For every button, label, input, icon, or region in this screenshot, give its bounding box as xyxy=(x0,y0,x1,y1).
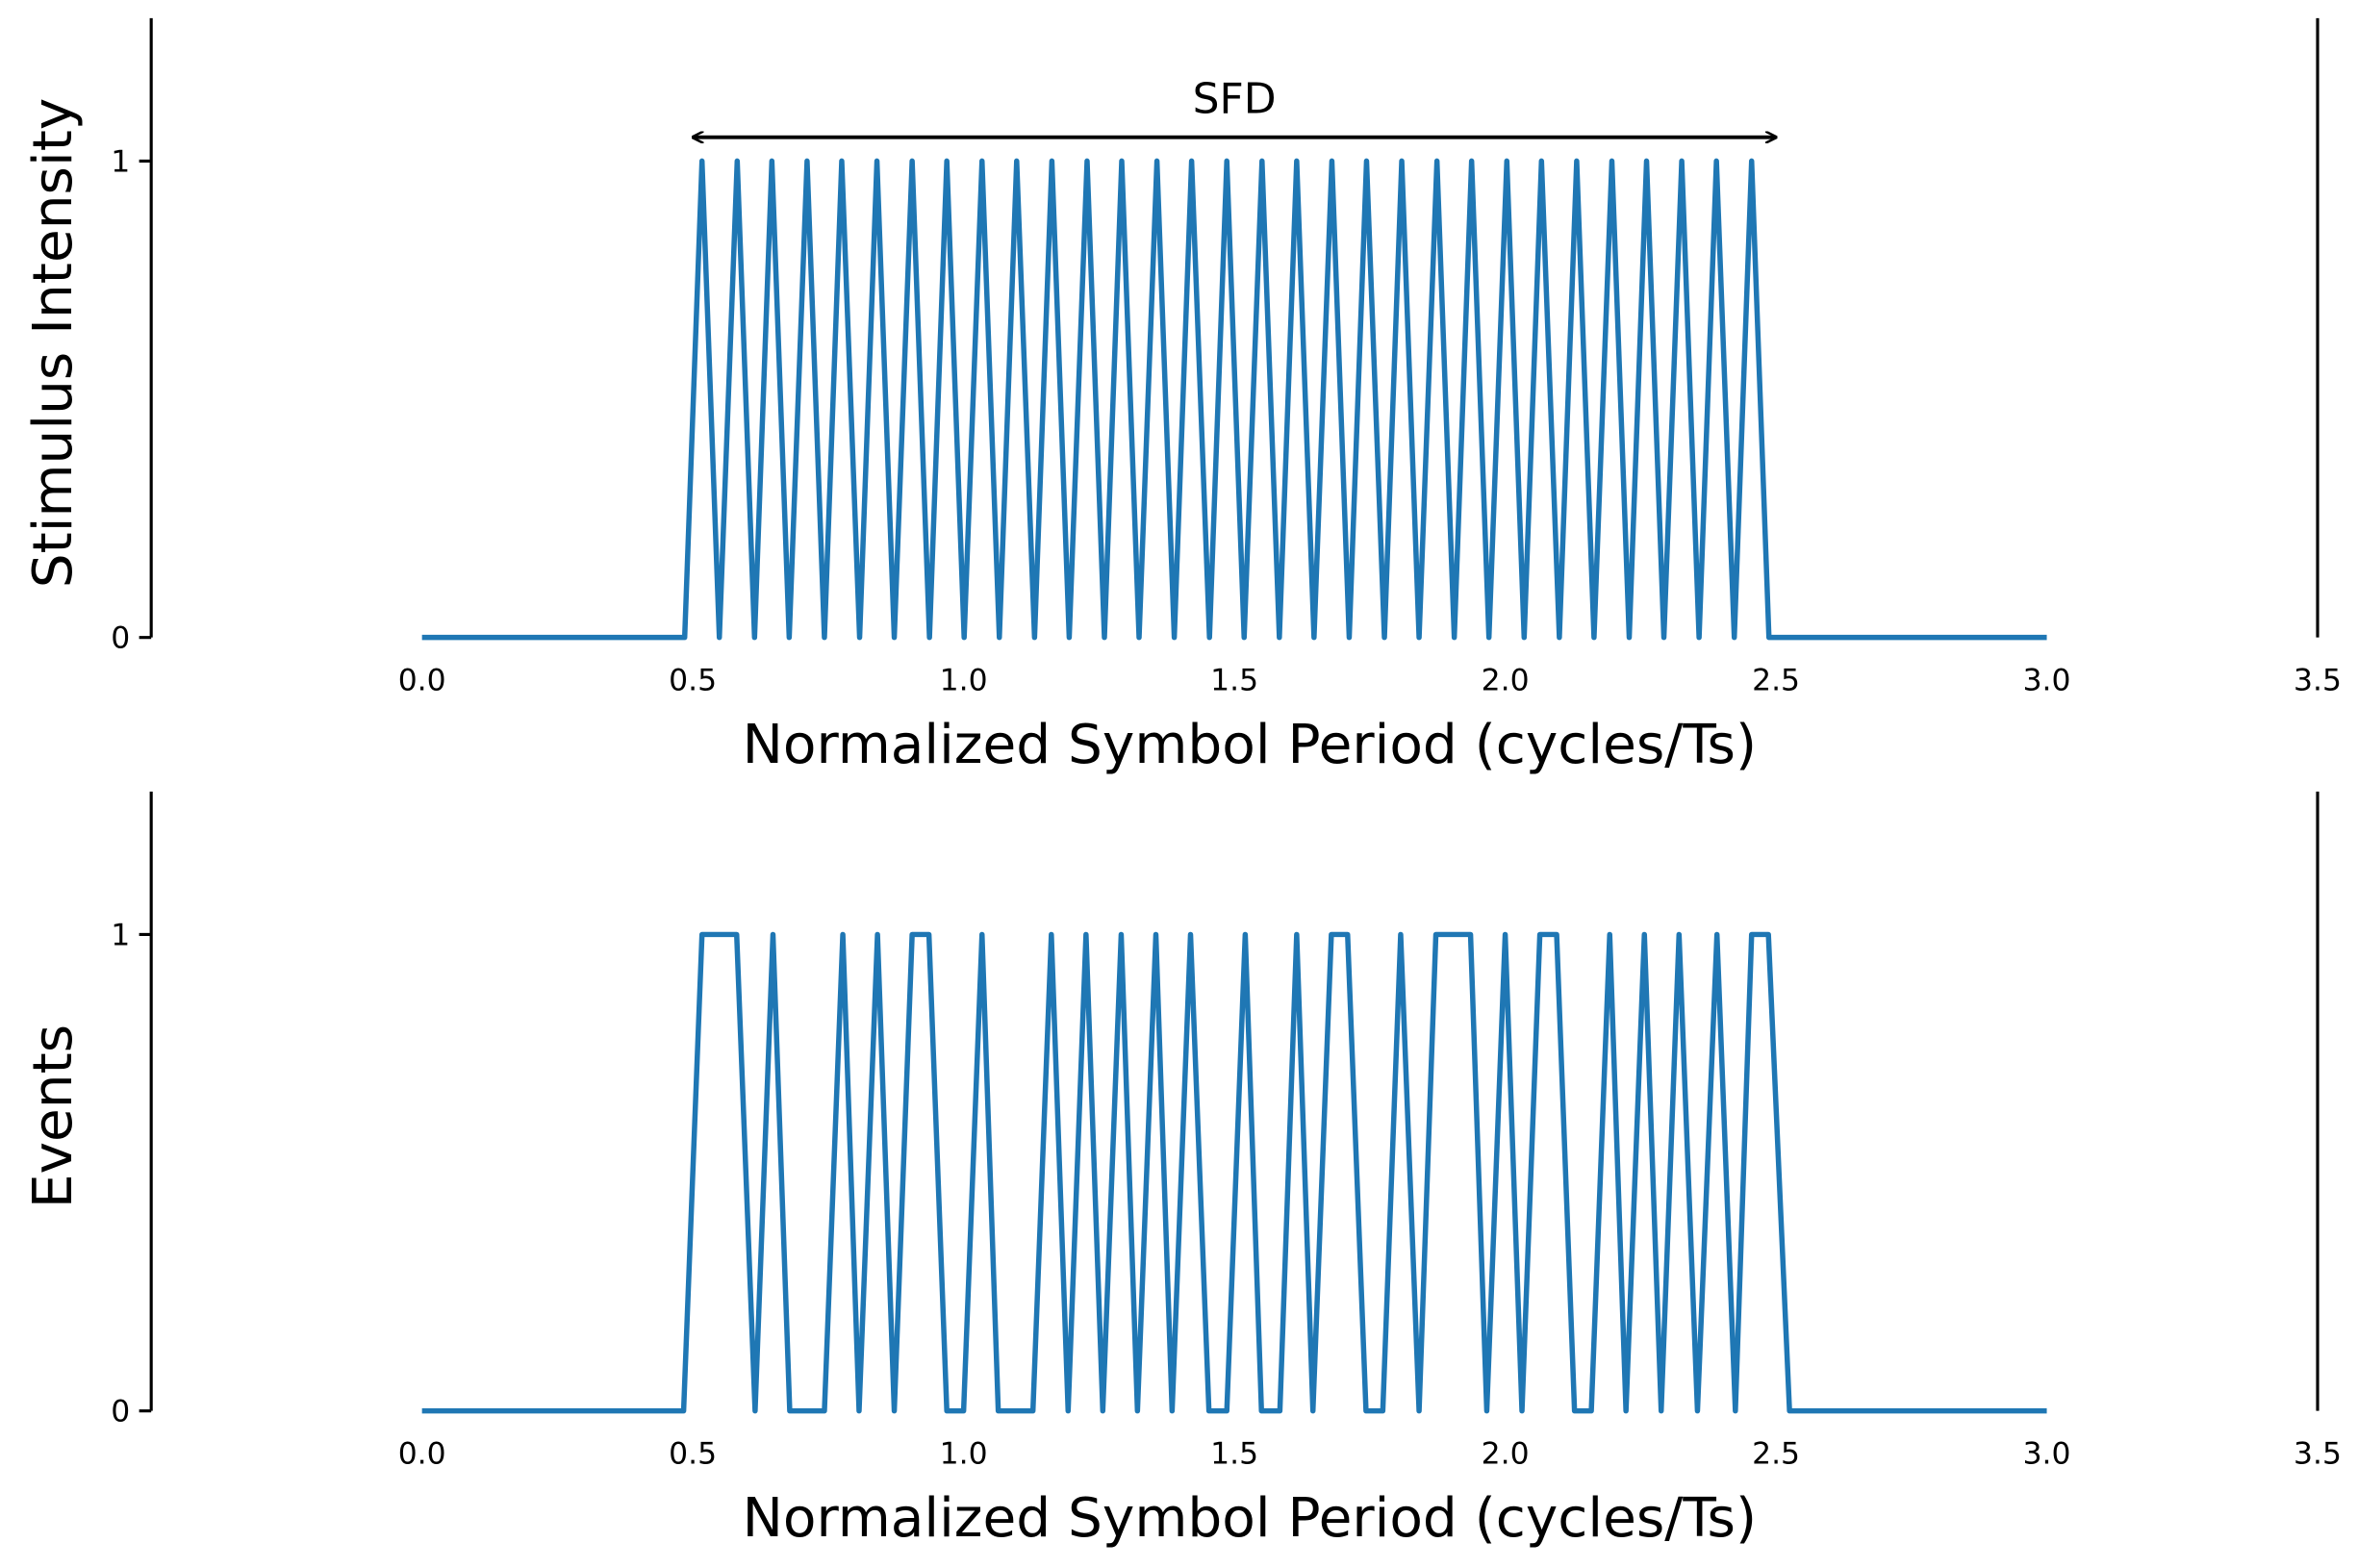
y-tick-label: 0 xyxy=(111,621,130,656)
x-tick-label: 2.5 xyxy=(1752,664,1800,698)
data-line xyxy=(421,158,2047,641)
x-tick-label: 2.0 xyxy=(1482,664,1530,698)
x-tick-label: 1.5 xyxy=(1210,664,1258,698)
x-tick-label: 0.5 xyxy=(669,1437,717,1472)
x-tick-label: 0.0 xyxy=(398,1437,446,1472)
y-tick-label: 0 xyxy=(111,1395,130,1429)
y-tick-label: 1 xyxy=(111,918,130,952)
x-tick-label: 1.0 xyxy=(940,1437,988,1472)
x-tick-label: 3.0 xyxy=(2023,664,2071,698)
x-axis-label: Normalized Symbol Period (cycles/Ts) xyxy=(743,1487,1757,1550)
x-tick-label: 1.0 xyxy=(940,664,988,698)
x-tick-label: 1.5 xyxy=(1210,1437,1258,1472)
y-tick-label: 1 xyxy=(111,144,130,179)
annotation-text: SFD xyxy=(1193,75,1277,124)
x-tick-label: 3.0 xyxy=(2023,1437,2071,1472)
y-axis-label: Events xyxy=(22,1024,85,1208)
x-tick-label: 3.5 xyxy=(2294,664,2342,698)
data-line xyxy=(421,931,2047,1414)
x-axis-label: Normalized Symbol Period (cycles/Ts) xyxy=(743,714,1757,776)
x-tick-label: 3.5 xyxy=(2294,1437,2342,1472)
x-tick-label: 0.5 xyxy=(669,664,717,698)
x-tick-label: 2.5 xyxy=(1752,1437,1800,1472)
y-axis-label: Stimulus Intensity xyxy=(22,98,85,589)
x-tick-label: 0.0 xyxy=(398,664,446,698)
x-tick-label: 2.0 xyxy=(1482,1437,1530,1472)
